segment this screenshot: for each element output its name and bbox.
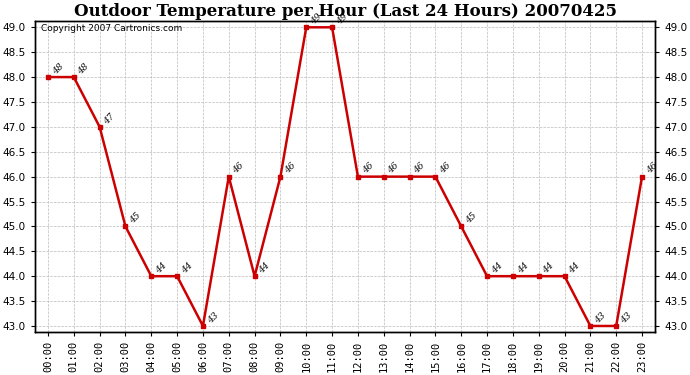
Text: 46: 46 bbox=[386, 161, 401, 176]
Text: 49: 49 bbox=[335, 12, 349, 27]
Text: 44: 44 bbox=[490, 261, 504, 275]
Text: 49: 49 bbox=[309, 12, 324, 27]
Text: 43: 43 bbox=[206, 311, 220, 325]
Text: 44: 44 bbox=[154, 261, 168, 275]
Text: 46: 46 bbox=[361, 161, 375, 176]
Text: 47: 47 bbox=[102, 112, 117, 126]
Text: 43: 43 bbox=[619, 311, 633, 325]
Text: 44: 44 bbox=[567, 261, 582, 275]
Text: 45: 45 bbox=[464, 211, 478, 226]
Text: 44: 44 bbox=[257, 261, 272, 275]
Text: Copyright 2007 Cartronics.com: Copyright 2007 Cartronics.com bbox=[41, 24, 182, 33]
Text: 46: 46 bbox=[645, 161, 660, 176]
Text: 44: 44 bbox=[515, 261, 530, 275]
Text: 46: 46 bbox=[413, 161, 427, 176]
Title: Outdoor Temperature per Hour (Last 24 Hours) 20070425: Outdoor Temperature per Hour (Last 24 Ho… bbox=[74, 3, 616, 20]
Text: 48: 48 bbox=[77, 62, 91, 76]
Text: 44: 44 bbox=[542, 261, 556, 275]
Text: 43: 43 bbox=[593, 311, 608, 325]
Text: 46: 46 bbox=[232, 161, 246, 176]
Text: 44: 44 bbox=[180, 261, 195, 275]
Text: 45: 45 bbox=[128, 211, 143, 226]
Text: 46: 46 bbox=[438, 161, 453, 176]
Text: 46: 46 bbox=[283, 161, 297, 176]
Text: 48: 48 bbox=[51, 62, 66, 76]
